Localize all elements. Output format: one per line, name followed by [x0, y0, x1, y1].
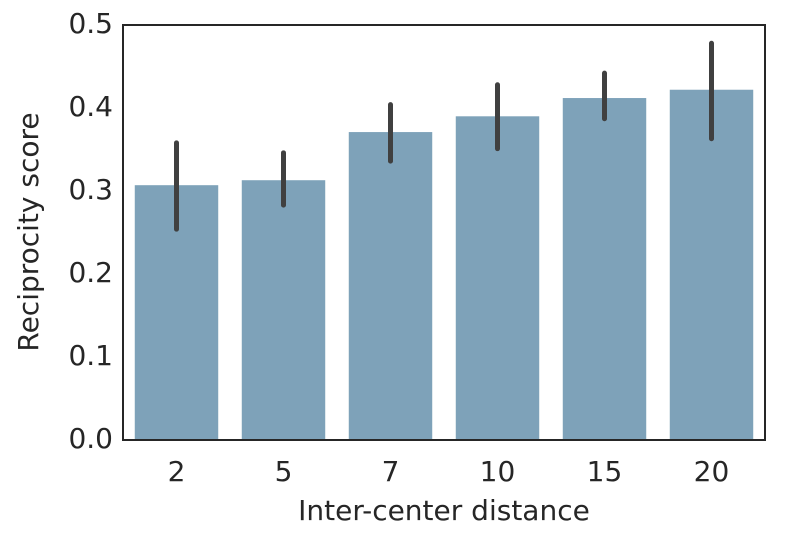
y-tick-label: 0.3: [68, 173, 113, 206]
bar: [562, 98, 647, 440]
x-axis-label: Inter-center distance: [298, 494, 590, 527]
bar: [455, 116, 540, 441]
bar: [669, 89, 754, 441]
bar: [348, 132, 433, 440]
x-tick-label: 20: [694, 455, 730, 488]
y-axis-label: Reciprocity score: [12, 112, 45, 351]
y-tick-label: 0.1: [68, 339, 113, 372]
y-tick-label: 0.5: [68, 7, 113, 40]
y-tick-label: 0.4: [68, 90, 113, 123]
x-tick-label: 15: [587, 455, 623, 488]
x-tick-label: 10: [480, 455, 516, 488]
x-tick-label: 7: [382, 455, 400, 488]
y-tick-label: 0.2: [68, 256, 113, 289]
x-tick-label: 2: [168, 455, 186, 488]
x-tick-label: 5: [275, 455, 293, 488]
bar: [241, 180, 326, 440]
plot-frame: [122, 24, 766, 441]
y-tick-label: 0.0: [68, 422, 113, 455]
